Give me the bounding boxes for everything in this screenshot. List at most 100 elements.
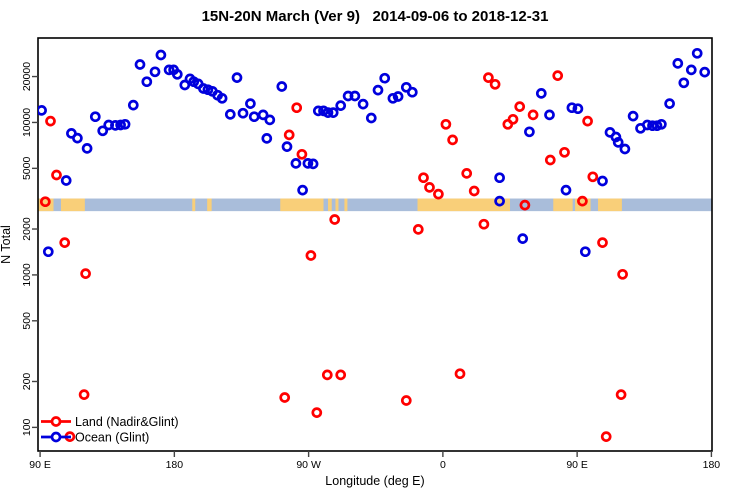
y-tick-label: 500 <box>21 312 33 330</box>
data-point <box>507 113 519 125</box>
data-point <box>127 99 139 111</box>
data-point <box>163 64 175 76</box>
data-point <box>610 131 622 143</box>
map-band <box>38 198 712 212</box>
data-point <box>483 72 494 83</box>
data-point <box>119 118 131 130</box>
x-axis-title: Longitude (deg E) <box>325 474 424 488</box>
data-point <box>264 114 276 126</box>
data-point <box>357 98 369 110</box>
y-tick-label: 5000 <box>21 157 33 181</box>
data-point <box>454 368 466 380</box>
data-point <box>327 107 339 118</box>
data-point <box>387 92 399 104</box>
legend-key-marker <box>50 431 62 443</box>
data-point <box>279 392 291 403</box>
map-band-land-segment <box>60 198 85 212</box>
data-point <box>321 369 333 381</box>
data-point <box>141 76 153 88</box>
map-band-land-segment <box>328 198 332 212</box>
data-point <box>579 246 591 258</box>
data-point <box>494 195 505 207</box>
map-band-land-segment <box>417 198 511 212</box>
x-tick-label: 90 W <box>296 459 321 471</box>
data-point <box>572 103 584 115</box>
data-point <box>519 199 531 211</box>
data-point <box>216 92 228 104</box>
data-point <box>290 158 302 169</box>
map-band-ocean <box>38 198 712 212</box>
x-tick-label: 180 <box>703 459 721 471</box>
data-point <box>615 389 627 400</box>
legend: Land (Nadir&Glint) Ocean (Glint) <box>41 415 179 445</box>
data-point <box>559 146 570 158</box>
data-point <box>685 64 697 76</box>
data-point <box>297 184 308 196</box>
data-point <box>494 172 505 184</box>
data-point <box>672 58 684 69</box>
data-point <box>80 268 91 279</box>
y-tick-label: 10000 <box>21 108 33 137</box>
data-point <box>664 98 675 109</box>
data-point <box>699 66 711 78</box>
data-point <box>89 111 101 123</box>
data-point <box>335 369 347 381</box>
data-point <box>149 66 161 78</box>
data-point <box>406 86 418 98</box>
data-point <box>38 105 47 116</box>
data-point <box>281 141 293 152</box>
data-point <box>276 81 288 92</box>
data-points <box>38 47 711 442</box>
data-point <box>134 59 146 70</box>
data-point <box>552 70 564 81</box>
data-point <box>248 111 260 123</box>
map-band-land-segment <box>207 198 212 212</box>
data-point <box>587 171 599 183</box>
data-point <box>566 102 578 114</box>
data-point <box>372 84 384 96</box>
data-point <box>39 196 51 208</box>
data-point <box>224 109 236 120</box>
legend-item: Land (Nadir&Glint) <box>41 415 179 429</box>
data-point <box>296 148 308 160</box>
data-point <box>412 224 424 235</box>
legend-key-marker <box>50 416 62 427</box>
data-point <box>619 143 631 155</box>
data-point <box>349 90 361 102</box>
data-point <box>627 110 639 122</box>
data-point <box>312 105 324 117</box>
map-band-land-segment <box>280 198 324 212</box>
data-point <box>261 133 273 144</box>
data-point <box>617 268 628 280</box>
data-point <box>514 101 526 112</box>
y-tick-label: 100 <box>21 418 33 436</box>
data-point <box>365 112 377 124</box>
data-point <box>379 72 391 84</box>
data-point <box>597 175 608 187</box>
data-point <box>527 109 539 121</box>
data-point <box>42 246 54 258</box>
data-point <box>597 237 608 248</box>
y-tick-label: 20000 <box>21 62 33 91</box>
data-point <box>45 115 56 127</box>
data-point <box>544 109 555 121</box>
plot-border <box>37 37 713 452</box>
data-point <box>524 126 535 138</box>
data-point <box>517 233 529 244</box>
data-point <box>257 109 269 121</box>
x-tick-label: 180 <box>166 459 184 471</box>
legend-label: Land (Nadir&Glint) <box>75 415 179 429</box>
data-point <box>329 214 341 225</box>
data-point <box>424 182 435 193</box>
data-point <box>291 102 303 114</box>
data-point <box>418 172 429 184</box>
data-point <box>81 143 93 154</box>
data-point <box>691 47 703 59</box>
data-point <box>97 125 109 137</box>
data-point <box>489 78 501 90</box>
data-point <box>115 119 126 131</box>
data-point <box>478 218 490 230</box>
map-band-land-segment <box>553 198 573 212</box>
data-point <box>155 49 167 61</box>
